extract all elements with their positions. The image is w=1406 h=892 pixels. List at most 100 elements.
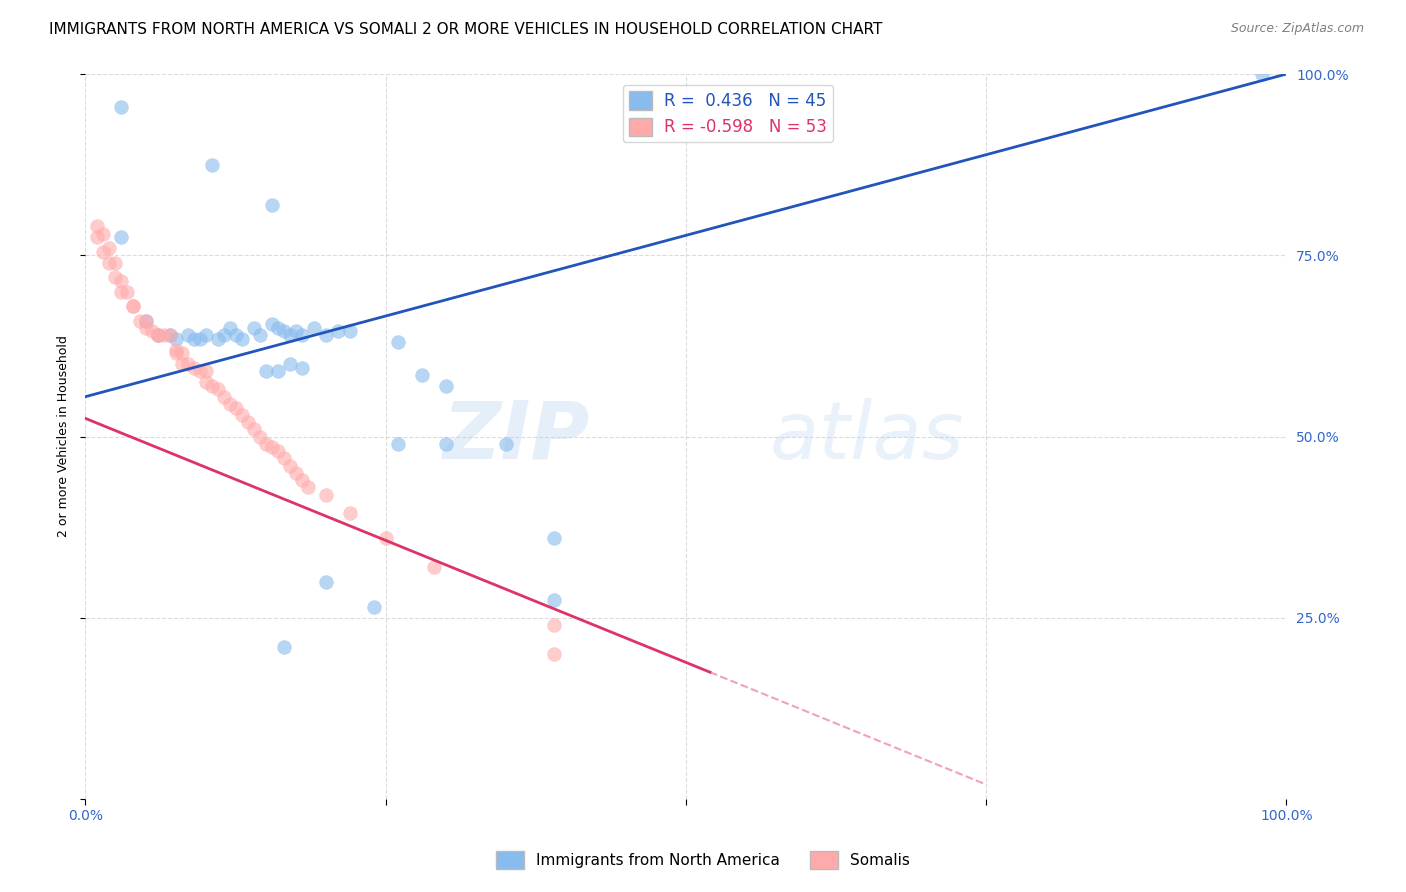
Text: atlas: atlas — [770, 398, 965, 475]
Point — [159, 328, 181, 343]
Point — [291, 473, 314, 487]
Point — [315, 487, 337, 501]
Point — [159, 328, 181, 343]
Point — [249, 429, 271, 443]
Point — [266, 444, 288, 458]
Point — [315, 574, 337, 589]
Point — [104, 270, 127, 285]
Point — [86, 230, 108, 244]
Point — [225, 328, 247, 343]
Point — [183, 360, 205, 375]
Point — [207, 383, 229, 397]
Point — [134, 320, 156, 334]
Point — [170, 357, 193, 371]
Point — [200, 158, 222, 172]
Point — [98, 241, 121, 255]
Point — [363, 599, 385, 614]
Point — [339, 506, 361, 520]
Point — [273, 325, 295, 339]
Point — [110, 100, 132, 114]
Point — [315, 328, 337, 343]
Point — [128, 313, 150, 327]
Point — [134, 313, 156, 327]
Point — [212, 390, 235, 404]
Point — [434, 378, 457, 392]
Point — [242, 422, 264, 436]
Point — [117, 285, 139, 299]
Point — [141, 325, 163, 339]
Point — [86, 219, 108, 234]
Point — [170, 346, 193, 360]
Point — [291, 328, 314, 343]
Point — [122, 299, 145, 313]
Point — [326, 325, 349, 339]
Point — [165, 346, 187, 360]
Point — [152, 328, 174, 343]
Point — [291, 360, 314, 375]
Point — [434, 437, 457, 451]
Point — [387, 335, 409, 350]
Point — [231, 332, 253, 346]
Legend: Immigrants from North America, Somalis: Immigrants from North America, Somalis — [491, 845, 915, 875]
Point — [543, 592, 565, 607]
Point — [1251, 67, 1274, 81]
Point — [218, 397, 240, 411]
Point — [266, 320, 288, 334]
Point — [297, 480, 319, 494]
Point — [165, 332, 187, 346]
Point — [543, 618, 565, 632]
Point — [207, 332, 229, 346]
Point — [254, 437, 277, 451]
Point — [236, 415, 259, 429]
Point — [339, 325, 361, 339]
Point — [93, 244, 115, 259]
Point — [134, 313, 156, 327]
Point — [188, 332, 211, 346]
Point — [242, 320, 264, 334]
Point — [122, 299, 145, 313]
Point — [200, 378, 222, 392]
Point — [284, 466, 307, 480]
Point — [273, 640, 295, 654]
Point — [495, 437, 517, 451]
Point — [278, 458, 301, 473]
Point — [98, 255, 121, 269]
Y-axis label: 2 or more Vehicles in Household: 2 or more Vehicles in Household — [58, 335, 70, 538]
Legend: R =  0.436   N = 45, R = -0.598   N = 53: R = 0.436 N = 45, R = -0.598 N = 53 — [623, 86, 834, 143]
Point — [260, 441, 283, 455]
Point — [284, 325, 307, 339]
Point — [374, 531, 396, 545]
Point — [146, 328, 169, 343]
Point — [249, 328, 271, 343]
Point — [278, 328, 301, 343]
Point — [423, 560, 446, 574]
Point — [110, 230, 132, 244]
Point — [254, 364, 277, 378]
Text: Source: ZipAtlas.com: Source: ZipAtlas.com — [1230, 22, 1364, 36]
Text: IMMIGRANTS FROM NORTH AMERICA VS SOMALI 2 OR MORE VEHICLES IN HOUSEHOLD CORRELAT: IMMIGRANTS FROM NORTH AMERICA VS SOMALI … — [49, 22, 883, 37]
Point — [146, 328, 169, 343]
Point — [411, 368, 433, 382]
Point — [218, 320, 240, 334]
Point — [212, 328, 235, 343]
Point — [266, 364, 288, 378]
Point — [260, 317, 283, 331]
Point — [104, 255, 127, 269]
Point — [146, 328, 169, 343]
Text: ZIP: ZIP — [443, 398, 591, 475]
Point — [273, 451, 295, 466]
Point — [165, 343, 187, 357]
Point — [183, 332, 205, 346]
Point — [543, 647, 565, 661]
Point — [260, 197, 283, 211]
Point — [110, 285, 132, 299]
Point — [225, 401, 247, 415]
Point — [543, 531, 565, 545]
Point — [231, 408, 253, 422]
Point — [176, 328, 198, 343]
Point — [110, 274, 132, 288]
Point — [387, 437, 409, 451]
Point — [194, 328, 217, 343]
Point — [194, 364, 217, 378]
Point — [194, 375, 217, 389]
